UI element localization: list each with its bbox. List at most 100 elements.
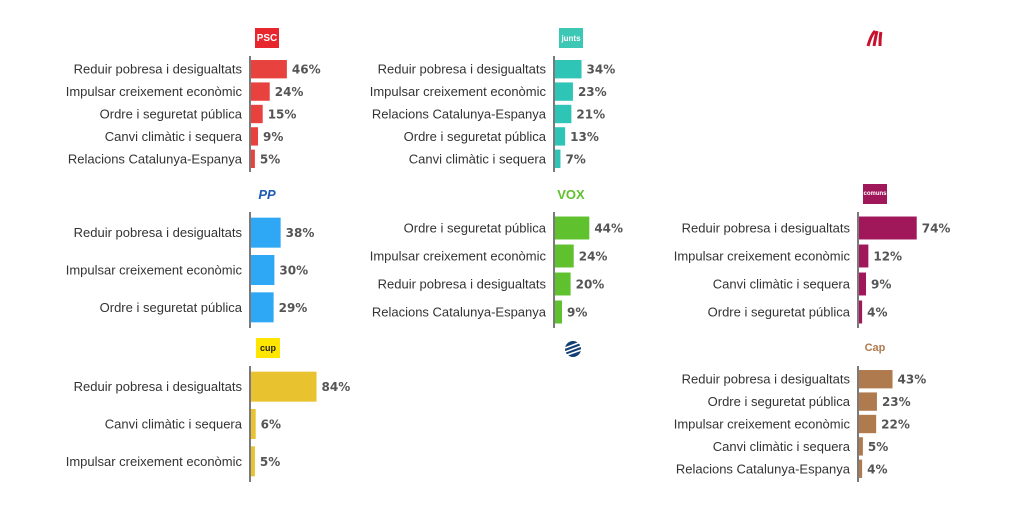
bar — [859, 370, 893, 389]
category-label: Reduir pobresa i desigualtats — [682, 221, 851, 236]
value-label: 6% — [261, 418, 281, 432]
value-label: 22% — [881, 418, 910, 432]
bar — [859, 414, 877, 434]
chart-erc — [608, 28, 948, 178]
cup-logo: cup — [256, 338, 280, 358]
value-label: 38% — [286, 226, 315, 240]
bar — [251, 292, 274, 323]
bar — [251, 446, 255, 477]
chart-panel-junts: junts Reduir pobresa i desigualtats 34% Im… — [304, 28, 615, 178]
cap-logo: Cap — [864, 342, 886, 354]
value-label: 29% — [279, 301, 308, 315]
chart-cup: Reduir pobresa i desigualtats 84% Canvi cl… — [66, 366, 350, 482]
category-label: Reduir pobresa i desigualtats — [682, 372, 851, 387]
value-label: 43% — [898, 373, 927, 387]
value-label: 46% — [292, 63, 321, 77]
category-label: Impulsar creixement econòmic — [370, 84, 547, 99]
category-label: Ordre i seguretat pública — [404, 129, 547, 144]
bar — [859, 437, 863, 456]
erc-logo: Reduir pobresa i desigualtats62%Impulsar… — [865, 28, 887, 48]
chart-vox: Ordre i seguretat pública 44% Impulsar cre… — [370, 212, 623, 328]
chart-cap: Reduir pobresa i desigualtats 43% Ordre i … — [674, 366, 927, 482]
category-label: Impulsar creixement econòmic — [370, 249, 547, 264]
vox-logo: VOX — [557, 186, 585, 202]
chart-panel-pp: PP Reduir pobresa i desigualtats 38% Impul… — [0, 184, 314, 334]
chart-blue-party — [304, 338, 644, 488]
value-label: 9% — [263, 130, 283, 144]
chart-pp: Reduir pobresa i desigualtats 38% Impulsar… — [66, 212, 315, 328]
value-label: 30% — [279, 264, 308, 278]
category-label: Impulsar creixement econòmic — [66, 454, 243, 469]
bar — [251, 409, 256, 439]
category-label: Relacions Catalunya-Espanya — [372, 107, 547, 122]
bar — [251, 127, 259, 146]
category-label: Relacions Catalunya-Espanya — [676, 461, 851, 476]
value-label: 23% — [882, 395, 911, 409]
bar — [251, 149, 255, 168]
category-label: Reduir pobresa i desigualtats — [74, 379, 243, 394]
value-label: 9% — [871, 278, 891, 292]
chart-junts: Reduir pobresa i desigualtats 34% Impulsar… — [370, 56, 616, 172]
value-label: 74% — [922, 222, 951, 236]
value-label: 21% — [576, 108, 605, 122]
category-label: Reduir pobresa i desigualtats — [74, 225, 243, 240]
category-label: Ordre i seguretat pública — [708, 394, 851, 409]
bar — [555, 60, 582, 79]
category-label: Canvi climàtic i sequera — [713, 277, 851, 292]
value-label: 13% — [570, 130, 599, 144]
bar — [555, 216, 590, 240]
value-label: 5% — [260, 152, 280, 166]
category-label: Impulsar creixement econòmic — [674, 417, 851, 432]
category-label: Ordre i seguretat pública — [100, 300, 243, 315]
bar — [859, 244, 869, 268]
chart-panel-psc: PSC Reduir pobresa i desigualtats 46% Impu… — [0, 28, 321, 178]
chart-comuns: Reduir pobresa i desigualtats 74% Impulsar… — [674, 212, 951, 328]
chart-psc: Reduir pobresa i desigualtats 46% Impulsar… — [66, 56, 321, 172]
value-label: 12% — [873, 250, 902, 264]
erc-stripes-icon: Reduir pobresa i desigualtats62%Impulsar… — [866, 29, 883, 47]
value-label: 5% — [260, 455, 280, 469]
bar — [859, 216, 917, 240]
value-label: 15% — [268, 108, 297, 122]
value-label: 23% — [578, 85, 607, 99]
bar — [251, 255, 275, 285]
value-label: 4% — [867, 462, 887, 476]
category-label: Canvi climàtic i sequera — [713, 439, 851, 454]
category-label: Canvi climàtic i sequera — [105, 129, 243, 144]
category-label: Ordre i seguretat pública — [404, 221, 547, 236]
bar — [859, 392, 877, 411]
value-label: 44% — [594, 222, 623, 236]
bar — [251, 217, 281, 248]
bar — [555, 272, 571, 296]
bar — [555, 300, 563, 324]
chart-panel-cap: Cap Reduir pobresa i desigualtats 43% Ordr… — [608, 338, 926, 488]
bar — [859, 300, 863, 324]
value-label: 7% — [565, 152, 585, 166]
category-label: Relacions Catalunya-Espanya — [372, 305, 547, 320]
bar — [859, 459, 863, 478]
value-label: 84% — [322, 380, 351, 394]
category-label: Canvi climàtic i sequera — [409, 151, 547, 166]
category-label: Canvi climàtic i sequera — [105, 417, 243, 432]
value-label: 5% — [868, 440, 888, 454]
bar — [555, 82, 573, 101]
bar — [251, 82, 270, 101]
bar — [251, 60, 287, 79]
category-label: Impulsar creixement econòmic — [674, 249, 851, 264]
category-label: Impulsar creixement econòmic — [66, 263, 243, 278]
category-label: Ordre i seguretat pública — [708, 305, 851, 320]
value-label: 20% — [576, 278, 605, 292]
value-label: 34% — [587, 63, 616, 77]
globe-stripes-icon: Ordre i seguretat pública34%Impulsar cre… — [564, 341, 582, 357]
value-label: 9% — [567, 306, 587, 320]
chart-panel-ciutadans: Ordre i seguretat pública34%Impulsar cre… — [304, 338, 604, 488]
category-label: Ordre i seguretat pública — [100, 107, 243, 122]
value-label: 4% — [867, 306, 887, 320]
bar — [251, 371, 317, 402]
category-label: Reduir pobresa i desigualtats — [378, 62, 547, 77]
category-label: Relacions Catalunya-Espanya — [68, 151, 243, 166]
pp-logo: PP — [258, 186, 276, 202]
category-label: Reduir pobresa i desigualtats — [74, 62, 243, 77]
value-label: 24% — [275, 85, 304, 99]
chart-panel-comuns: comuns Reduir pobresa i desigualtats 74% I… — [608, 184, 950, 334]
